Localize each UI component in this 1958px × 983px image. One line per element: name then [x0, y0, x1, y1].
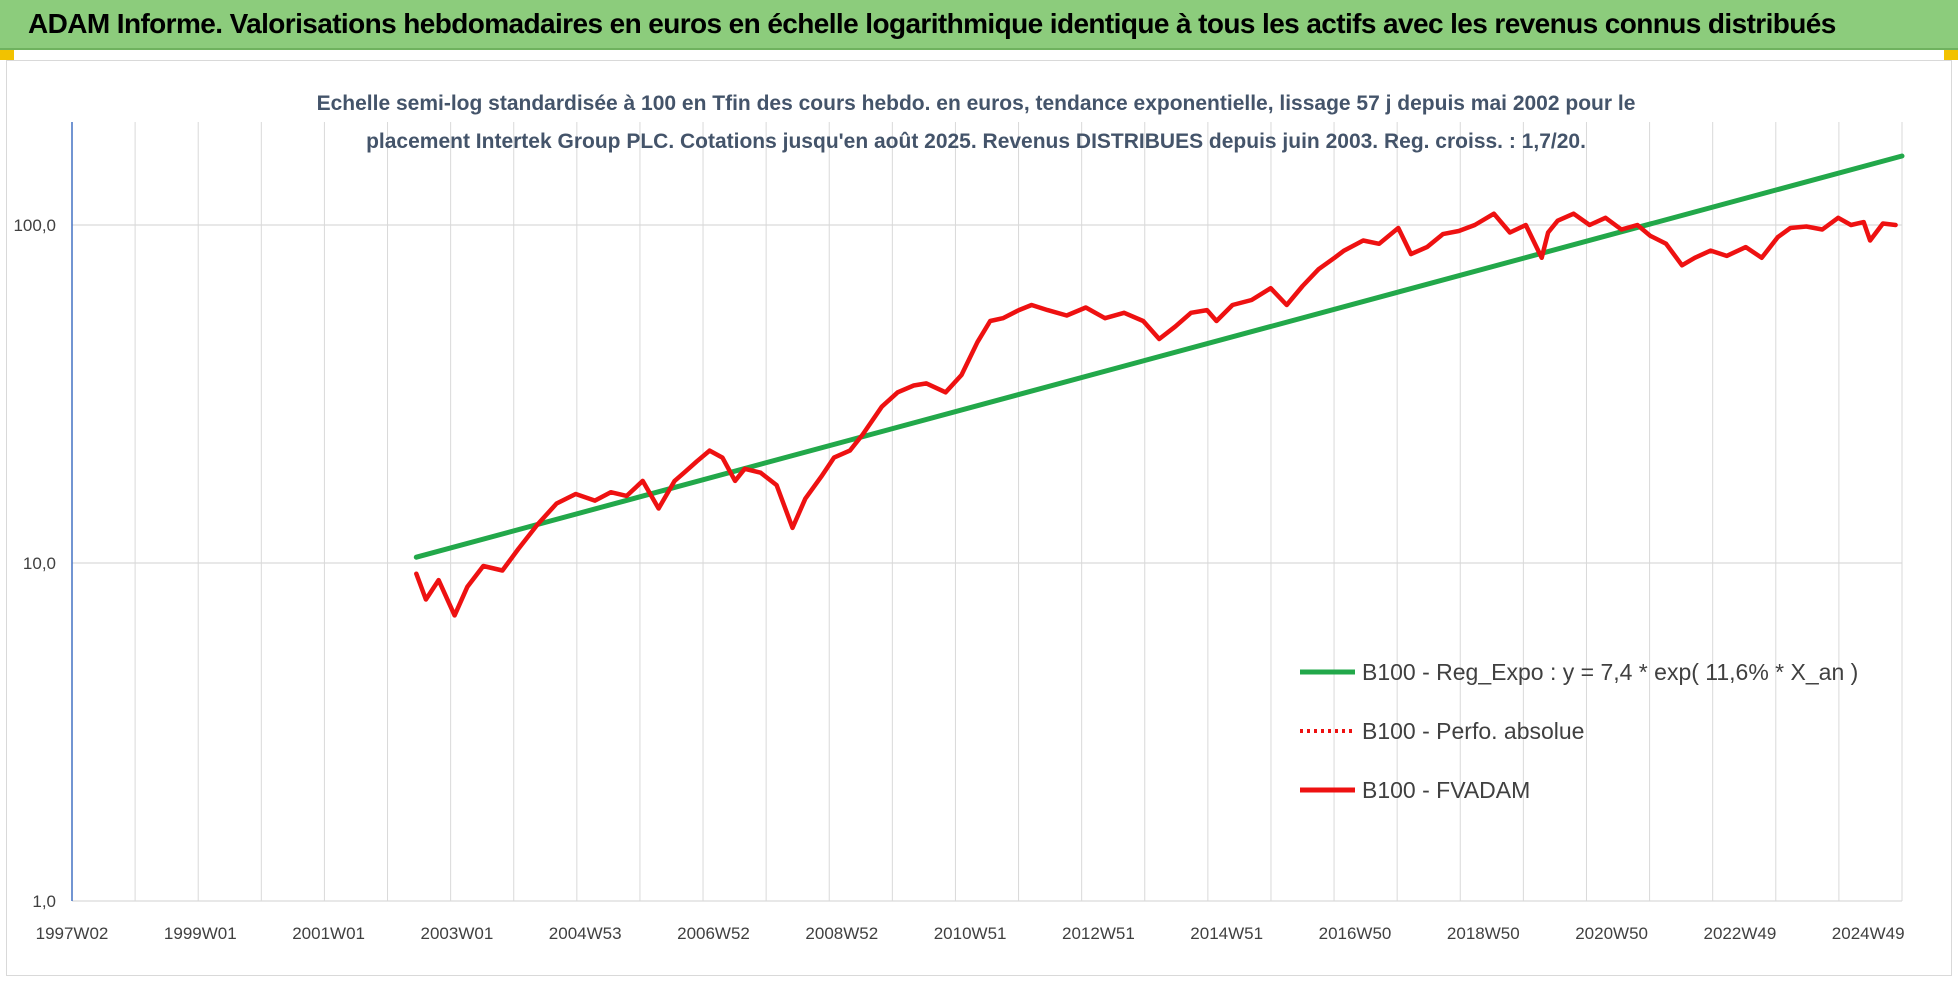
x-tick-label: 2003W01: [421, 924, 494, 943]
x-tick-label: 2022W49: [1704, 924, 1777, 943]
series-line-regression: [413, 153, 1905, 560]
series-layer: [413, 153, 1905, 618]
x-tick-label: 2012W51: [1062, 924, 1135, 943]
y-tick-label: 1,0: [32, 892, 56, 911]
legend-label-perfo: B100 - Perfo. absolue: [1362, 718, 1584, 744]
x-tick-label: 2004W53: [549, 924, 622, 943]
x-tick-label: 2018W50: [1447, 924, 1520, 943]
x-tick-label: 1999W01: [164, 924, 237, 943]
x-tick-label: 1997W02: [36, 924, 109, 943]
y-tick-label: 100,0: [13, 216, 56, 235]
axes: 1,0 10,0 100,0 1997W02 1999W01 2001W01 2003W01…: [13, 122, 1905, 943]
legend: B100 - Reg_Expo : y = 7,4 * exp( 11,6% *…: [1300, 659, 1858, 803]
corner-marker-top-right: [1944, 50, 1958, 60]
y-tick-label: 10,0: [23, 554, 56, 573]
chart-title-line-2: placement Intertek Group PLC. Cotations …: [366, 130, 1586, 153]
corner-marker-top-left: [0, 50, 14, 60]
x-tick-label: 2020W50: [1575, 924, 1648, 943]
series-line-perfo: [414, 212, 1898, 617]
banner: ADAM Informe. Valorisations hebdomadaire…: [0, 0, 1958, 50]
x-tick-label: 2024W49: [1832, 924, 1905, 943]
chart-title-line-1: Echelle semi-log standardisée à 100 en T…: [317, 92, 1636, 115]
grid: [71, 122, 1903, 902]
banner-title: ADAM Informe. Valorisations hebdomadaire…: [28, 8, 1836, 39]
x-tick-label: 2016W50: [1319, 924, 1392, 943]
series-line-fvadam: [414, 211, 1898, 618]
x-tick-label: 2010W51: [934, 924, 1007, 943]
x-tick-label: 2006W52: [677, 924, 750, 943]
chart-frame: [6, 60, 1952, 976]
legend-label-fvadam: B100 - FVADAM: [1362, 777, 1530, 803]
x-tick-label: 2014W51: [1190, 924, 1263, 943]
x-tick-label: 2001W01: [292, 924, 365, 943]
x-tick-label: 2008W52: [805, 924, 878, 943]
legend-label-regression: B100 - Reg_Expo : y = 7,4 * exp( 11,6% *…: [1362, 659, 1858, 685]
